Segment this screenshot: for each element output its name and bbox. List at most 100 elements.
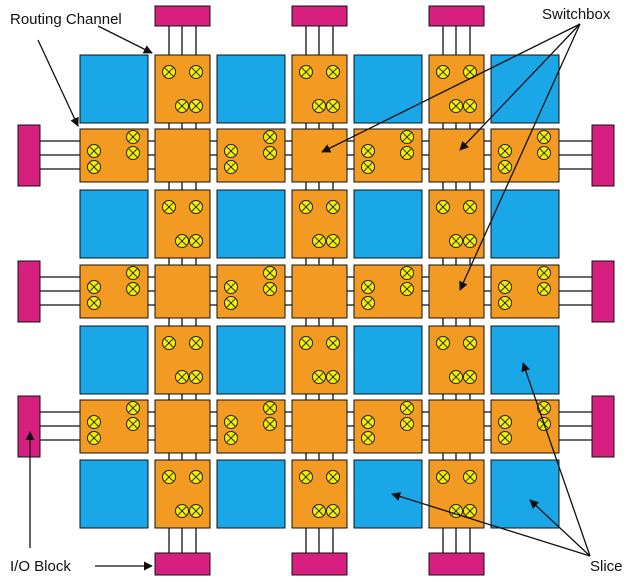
switch-icon xyxy=(326,370,340,384)
switch-icon xyxy=(463,470,477,484)
slice-arrow xyxy=(521,362,591,557)
switch-icon xyxy=(400,401,414,415)
switch-icon xyxy=(498,280,512,294)
switch-icon xyxy=(361,160,375,174)
switch-icon xyxy=(224,160,238,174)
switch-icon xyxy=(162,470,176,484)
switch-icon xyxy=(126,146,140,160)
io-block xyxy=(154,552,211,576)
switch-icon xyxy=(189,336,203,350)
io-block xyxy=(17,395,41,458)
switch-icon xyxy=(537,266,551,280)
switch-icon xyxy=(162,200,176,214)
switchbox-arrow xyxy=(459,23,581,151)
switch-icon xyxy=(175,504,189,518)
slice-block xyxy=(79,189,149,259)
labels: Routing Channel Switchbox I/O Block Slic… xyxy=(10,6,623,575)
switch-icon xyxy=(463,370,477,384)
switch-icon xyxy=(400,282,414,296)
switch-icon xyxy=(326,470,340,484)
switchbox xyxy=(154,399,211,454)
io-block xyxy=(17,260,41,323)
switch-icon xyxy=(463,200,477,214)
switchbox xyxy=(291,128,348,183)
routing-channel-label: Routing Channel xyxy=(10,11,122,28)
io-block xyxy=(17,124,41,187)
switch-icon xyxy=(87,160,101,174)
switch-icon xyxy=(263,417,277,431)
switch-icon xyxy=(87,431,101,445)
io-block xyxy=(428,552,485,576)
switch-icon xyxy=(224,144,238,158)
slice-block xyxy=(216,325,286,395)
switch-icon xyxy=(537,146,551,160)
io-block xyxy=(591,395,615,458)
switch-icon xyxy=(326,504,340,518)
switch-icon xyxy=(299,336,313,350)
slice-label: Slice xyxy=(590,558,623,575)
switch-icon xyxy=(361,431,375,445)
switch-icon xyxy=(498,296,512,310)
switchbox xyxy=(428,128,485,183)
switch-icon xyxy=(436,336,450,350)
switchbox-label: Switchbox xyxy=(542,6,611,23)
routing-channel-vertical xyxy=(291,189,348,259)
switch-icon xyxy=(263,401,277,415)
switch-icon xyxy=(162,65,176,79)
io-block xyxy=(154,5,211,27)
switch-icon xyxy=(189,200,203,214)
switch-icon xyxy=(189,504,203,518)
switchbox-arrow xyxy=(459,23,581,291)
switchbox xyxy=(291,264,348,319)
switchbox xyxy=(154,264,211,319)
switch-icon xyxy=(326,234,340,248)
slice-block xyxy=(216,54,286,124)
programmable-switches xyxy=(87,65,551,518)
switchbox-arrow xyxy=(321,23,581,153)
switch-icon xyxy=(498,431,512,445)
switch-icon xyxy=(436,200,450,214)
switch-icon xyxy=(126,266,140,280)
switch-icon xyxy=(463,234,477,248)
slice-block xyxy=(79,459,149,529)
switch-icon xyxy=(312,234,326,248)
slice-block xyxy=(79,325,149,395)
switch-icon xyxy=(263,146,277,160)
switch-icon xyxy=(299,470,313,484)
switch-icon xyxy=(299,65,313,79)
switch-icon xyxy=(449,99,463,113)
switch-icon xyxy=(189,470,203,484)
switch-icon xyxy=(449,234,463,248)
switch-icon xyxy=(361,415,375,429)
slice-block xyxy=(490,325,560,395)
switch-icon xyxy=(400,130,414,144)
switch-icon xyxy=(87,280,101,294)
switch-icon xyxy=(175,234,189,248)
switch-icon xyxy=(326,99,340,113)
slice-block xyxy=(490,189,560,259)
switch-icon xyxy=(361,296,375,310)
switch-icon xyxy=(189,99,203,113)
switch-icon xyxy=(436,470,450,484)
switch-icon xyxy=(224,280,238,294)
slice-block xyxy=(353,459,423,529)
switch-icon xyxy=(189,65,203,79)
switch-icon xyxy=(126,401,140,415)
slice-arrow xyxy=(391,492,591,557)
io-block xyxy=(291,552,348,576)
switch-icon xyxy=(126,417,140,431)
switch-icon xyxy=(449,370,463,384)
switch-icon xyxy=(87,415,101,429)
switch-icon xyxy=(312,99,326,113)
switch-icon xyxy=(326,200,340,214)
switch-icon xyxy=(312,370,326,384)
switch-icon xyxy=(162,336,176,350)
io-block xyxy=(428,5,485,27)
switch-icon xyxy=(537,401,551,415)
switch-icon xyxy=(175,370,189,384)
switch-icon xyxy=(263,130,277,144)
switch-icon xyxy=(361,144,375,158)
switch-icon xyxy=(400,146,414,160)
io-block-label: I/O Block xyxy=(10,558,71,575)
